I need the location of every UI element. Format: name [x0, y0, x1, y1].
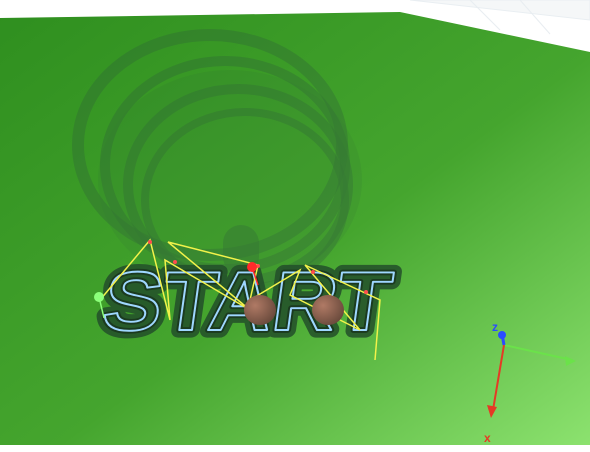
x-axis-arrow	[487, 405, 497, 418]
pivot-spheres	[244, 295, 344, 325]
x-axis-label: x	[484, 431, 491, 445]
current-position-marker[interactable]	[247, 262, 259, 286]
y-axis-arrow	[565, 356, 576, 366]
axis-gizmo[interactable]: z x	[484, 320, 576, 445]
y-axis-line	[503, 344, 573, 361]
x-axis-line	[492, 344, 505, 411]
toolpath	[99, 238, 381, 361]
ground-plane	[0, 12, 590, 445]
start-marker[interactable]	[94, 292, 105, 319]
z-axis-label: z	[492, 320, 498, 334]
z-axis-cap	[498, 331, 506, 339]
path-nodes	[148, 240, 368, 294]
ghost-tool-rings	[72, 29, 362, 292]
